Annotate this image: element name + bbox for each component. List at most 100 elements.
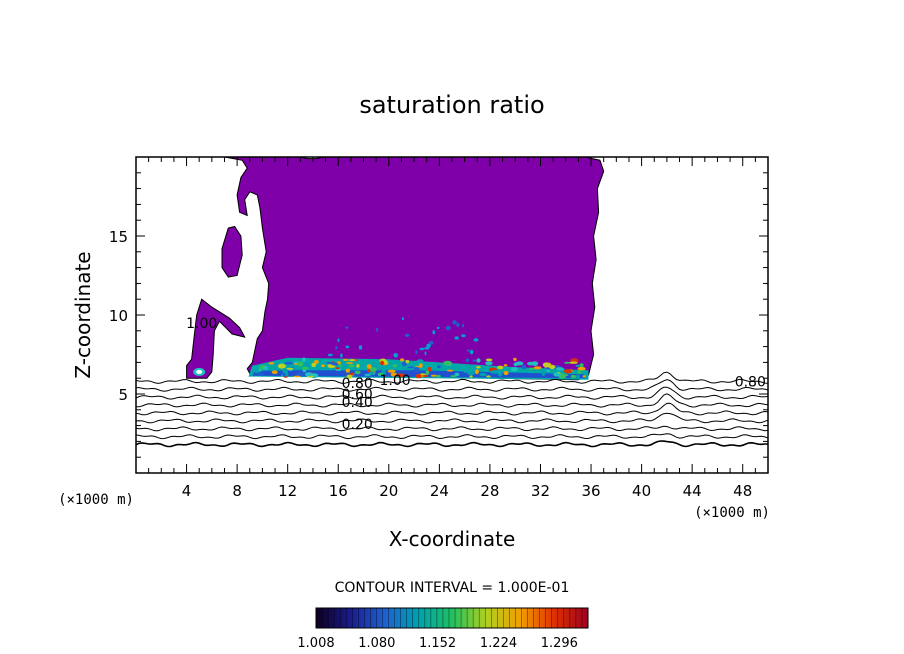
band-cell	[346, 362, 354, 364]
band-cell	[413, 367, 420, 372]
contour-line	[136, 425, 768, 432]
colorbar-tick-label: 1.224	[480, 636, 517, 651]
band-cell	[476, 358, 481, 363]
contour-label: 0.80	[735, 374, 766, 390]
colorbar-tick-label: 1.296	[541, 636, 578, 651]
colorbar	[315, 607, 589, 629]
y-tick-label: 5	[118, 386, 128, 404]
band-cell	[311, 362, 317, 368]
band-cell	[446, 369, 454, 372]
contour-label: 1.00	[380, 373, 411, 389]
contour-line	[136, 433, 768, 440]
band-cell	[348, 359, 356, 362]
colorbar-tick-label: 1.152	[419, 636, 456, 651]
colorbar-stripes	[321, 608, 583, 628]
contour-line	[136, 412, 768, 424]
band-cell	[302, 369, 307, 373]
contour-label: 0.80	[342, 376, 373, 392]
saturated-tongue	[186, 298, 246, 379]
x-tick-label: 8	[232, 482, 242, 500]
band-cell	[343, 365, 347, 368]
contour-label: 1.00	[186, 316, 217, 332]
contour-labels: 0.200.400.600.80 1.00 0.801.00	[186, 316, 766, 433]
band-cell	[503, 370, 509, 376]
band-cell	[576, 374, 580, 379]
band-cell	[345, 368, 350, 373]
band-cell	[569, 361, 578, 364]
band-cell	[485, 358, 493, 362]
band-cell	[335, 367, 340, 370]
cloud-cell	[345, 326, 349, 329]
band-cell	[377, 372, 383, 376]
cloud-cell	[469, 349, 474, 355]
cloud-cell	[340, 353, 343, 358]
band-cell	[474, 369, 479, 375]
subsaturation-contours	[136, 371, 768, 448]
contour-line	[136, 393, 768, 408]
band-cell	[368, 371, 374, 375]
cloud-cell	[445, 325, 451, 331]
cloud-cell	[436, 326, 440, 330]
band-cell	[553, 372, 561, 377]
contour-interval-note: CONTOUR INTERVAL = 1.000E-01	[335, 580, 570, 596]
band-cell	[486, 375, 491, 378]
cloud-cell	[196, 369, 203, 374]
chart-title: saturation ratio	[359, 91, 544, 119]
band-cell	[570, 358, 579, 363]
band-cell	[407, 366, 415, 369]
band-cell	[321, 364, 325, 368]
y-axis-label: Z-coordinate	[71, 251, 95, 378]
band-cell	[302, 357, 306, 363]
band-cell	[356, 364, 360, 368]
x-tick-label: 20	[379, 482, 398, 500]
cloud-cell	[335, 346, 338, 350]
cloud-cell	[462, 324, 465, 328]
band-cell	[415, 374, 422, 379]
cloud-cell	[426, 343, 431, 348]
band-cell	[282, 369, 288, 374]
band-cell	[485, 361, 493, 366]
band-cell	[313, 359, 319, 365]
band-cell	[521, 364, 527, 370]
band-cell	[555, 367, 565, 371]
band-cell	[533, 366, 542, 370]
contour-line	[136, 402, 768, 416]
band-cell	[273, 361, 279, 366]
cloud-cell	[358, 345, 363, 350]
band-cell	[301, 366, 309, 370]
band-cell	[392, 364, 398, 368]
y-unit-label: (×1000 m)	[58, 492, 134, 508]
band-cell	[579, 363, 584, 368]
plot-area	[136, 157, 768, 448]
band-cell	[564, 361, 570, 364]
band-cell	[258, 372, 264, 377]
cloud-cell	[345, 345, 350, 349]
band-cell	[416, 359, 424, 363]
contour-line	[136, 386, 768, 400]
cloud-cell	[401, 317, 404, 321]
band-cell	[497, 365, 504, 370]
colorbar-tick-labels: 1.008 1.080 1.152 1.224 1.296	[297, 636, 578, 651]
band-cell	[304, 372, 313, 377]
x-unit-label: (×1000 m)	[694, 505, 770, 521]
band-cell	[284, 361, 293, 365]
contour-label: 0.40	[342, 395, 373, 411]
band-cell	[401, 361, 407, 367]
band-cell	[577, 369, 582, 375]
contour-label: 0.60	[342, 387, 373, 403]
band-cell	[443, 360, 452, 366]
band-cell	[582, 375, 586, 378]
x-tick-label: 44	[683, 482, 702, 500]
band-cell	[577, 366, 586, 371]
band-cell	[354, 370, 361, 375]
cloud-cell	[337, 338, 340, 343]
band-cell	[545, 369, 551, 372]
band-cell	[510, 367, 518, 372]
x-tick-label: 24	[430, 482, 449, 500]
band-cell	[430, 374, 437, 377]
band-cell	[542, 362, 551, 368]
band-cell	[479, 372, 487, 377]
x-tick-label: 32	[531, 482, 550, 500]
band-cell	[338, 365, 343, 367]
